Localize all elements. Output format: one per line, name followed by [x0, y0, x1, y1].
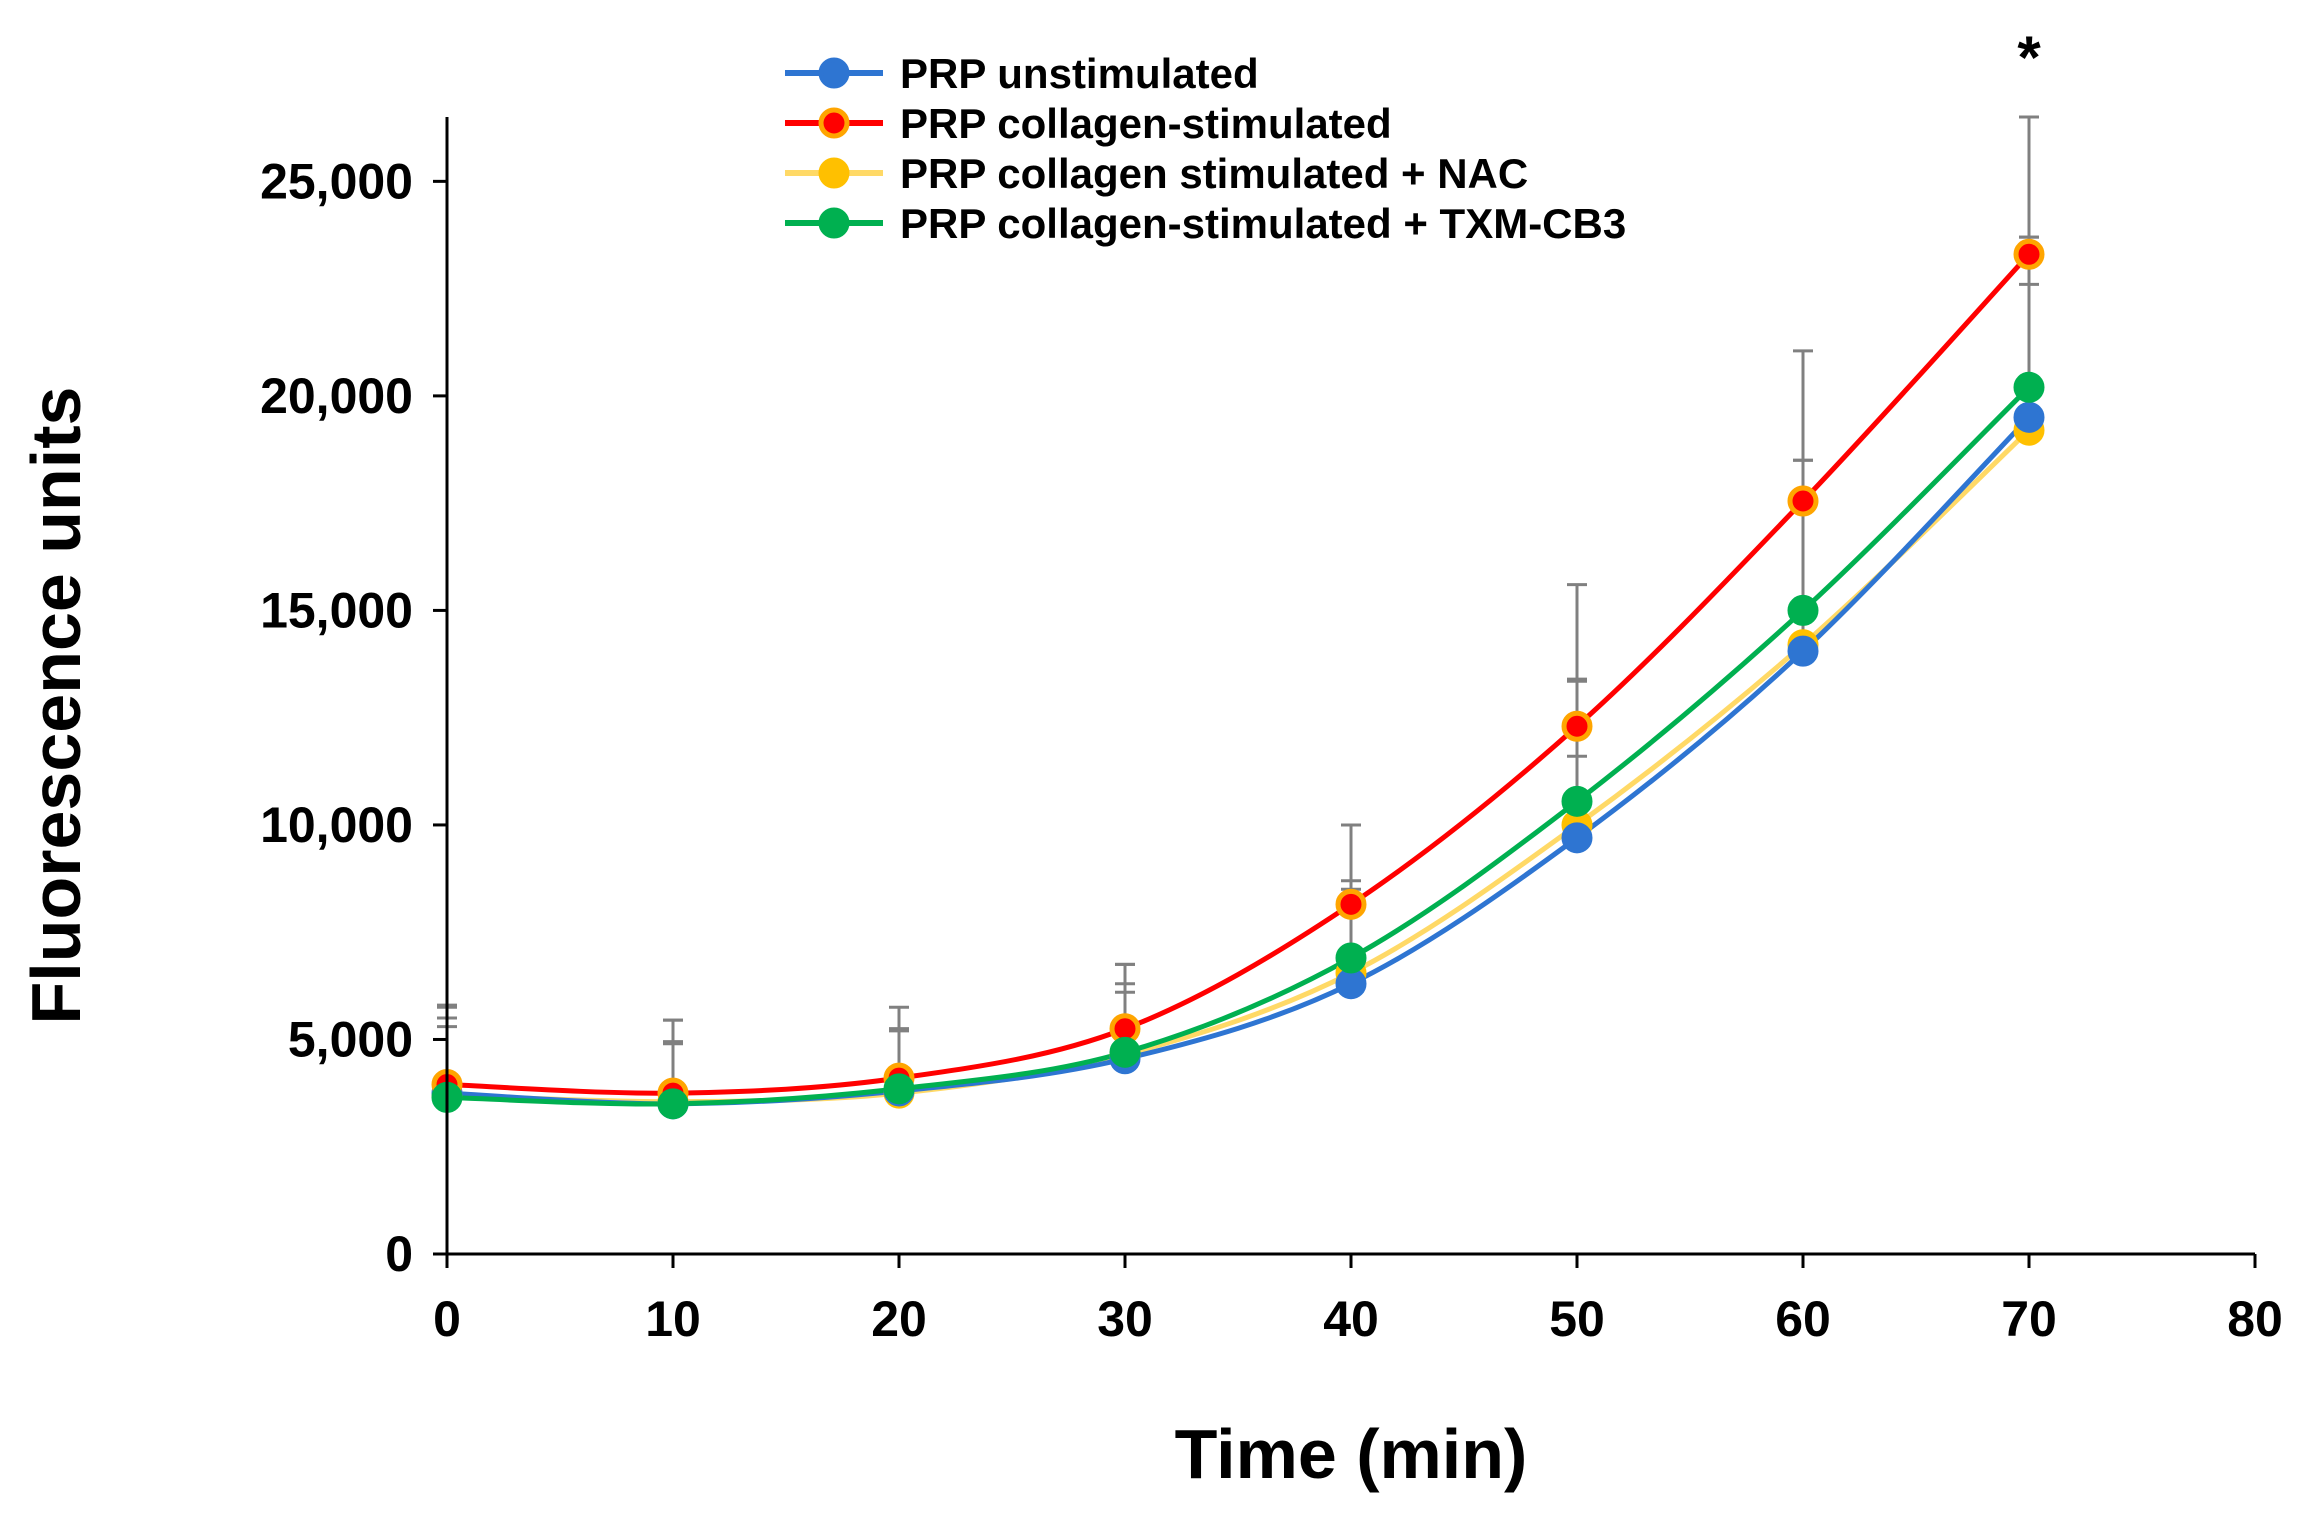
series-line	[446, 252, 2031, 1096]
legend-label: PRP collagen-stimulated + TXM-CB3	[900, 200, 1626, 247]
y-tick-label: 20,000	[260, 368, 413, 424]
data-point	[1335, 968, 1367, 1000]
series-lines	[446, 252, 2031, 1107]
data-point	[883, 1073, 915, 1105]
data-point	[1787, 594, 1819, 626]
legend-swatch-marker	[818, 107, 850, 139]
data-point	[1335, 942, 1367, 974]
x-tick-label: 40	[1323, 1291, 1379, 1347]
x-tick-label: 60	[1775, 1291, 1831, 1347]
x-axis-ticks: 0 10 20 30 40 50 60 70 80	[433, 1254, 2283, 1347]
x-tick-label: 30	[1097, 1291, 1153, 1347]
y-tick-label: 25,000	[260, 153, 413, 209]
legend-label: PRP unstimulated	[900, 50, 1259, 97]
data-point	[1561, 822, 1593, 854]
x-tick-label: 80	[2227, 1291, 2283, 1347]
significance-marker: *	[2017, 24, 2041, 91]
x-tick-label: 20	[871, 1291, 927, 1347]
x-tick-label: 70	[2001, 1291, 2057, 1347]
data-point	[1787, 485, 1819, 517]
x-axis-title: Time (min)	[1175, 1415, 1528, 1493]
x-tick-label: 0	[433, 1291, 461, 1347]
series-line	[446, 415, 2031, 1107]
legend-label: PRP collagen-stimulated	[900, 100, 1392, 147]
x-tick-label: 10	[645, 1291, 701, 1347]
data-point	[1561, 785, 1593, 817]
y-axis-title: Fluorescence units	[17, 387, 95, 1025]
data-point	[2013, 238, 2045, 270]
legend-swatch-marker	[818, 57, 850, 89]
data-point	[1561, 710, 1593, 742]
y-tick-label: 15,000	[260, 582, 413, 638]
y-tick-label: 5,000	[288, 1011, 413, 1067]
data-point	[2013, 401, 2045, 433]
data-point	[1109, 1036, 1141, 1068]
series-markers	[431, 238, 2045, 1120]
y-axis-ticks: 0 5,000 10,000 15,000 20,000 25,000	[260, 153, 447, 1282]
legend-swatch-marker	[818, 157, 850, 189]
data-point	[657, 1088, 689, 1120]
legend-swatch-marker	[818, 207, 850, 239]
series-line	[446, 428, 2031, 1105]
legend-label: PRP collagen stimulated + NAC	[900, 150, 1528, 197]
y-tick-label: 10,000	[260, 797, 413, 853]
data-point	[2013, 371, 2045, 403]
annotations: *	[2017, 24, 2041, 91]
data-point	[1335, 888, 1367, 920]
y-tick-label: 0	[385, 1226, 413, 1282]
data-point	[1787, 635, 1819, 667]
x-tick-label: 50	[1549, 1291, 1605, 1347]
